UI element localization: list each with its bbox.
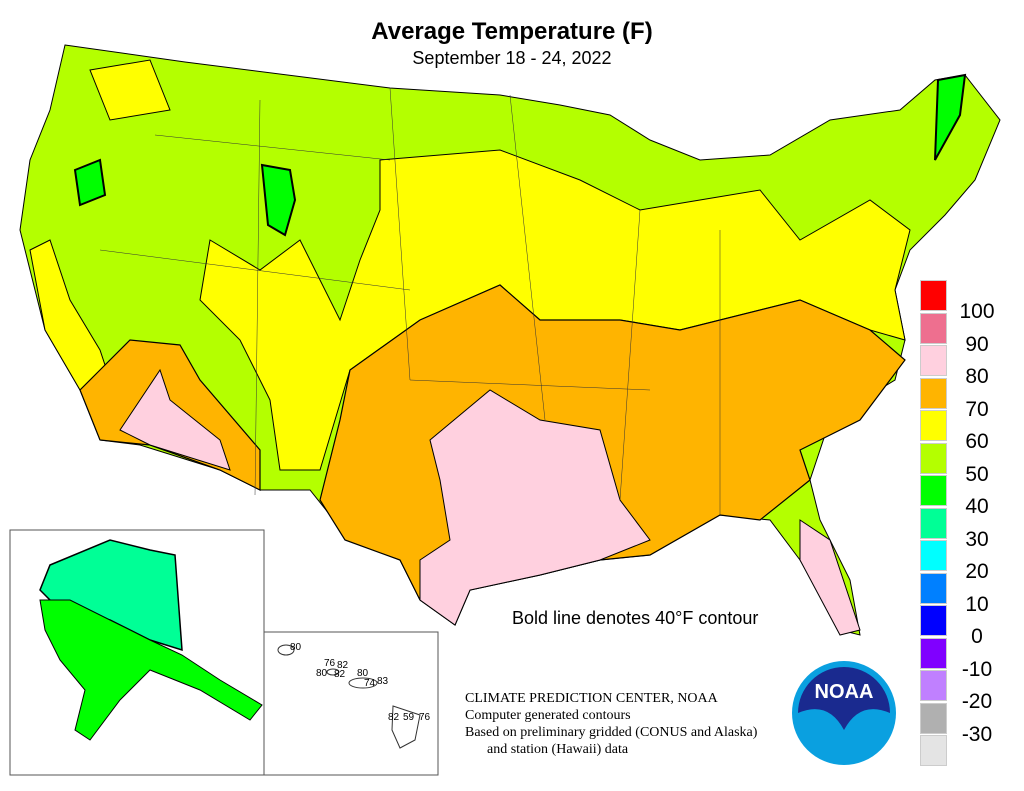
legend-label: 50 — [965, 462, 989, 486]
legend-label: 100 — [959, 300, 995, 323]
legend-swatch — [920, 345, 947, 376]
state-borders — [99, 87, 721, 515]
region-80s-arizona — [119, 368, 231, 471]
legend-swatch — [920, 572, 947, 604]
legend-label: 0 — [971, 625, 983, 648]
noaa-logo-text: NOAA — [815, 681, 874, 703]
legend-label: 30 — [965, 527, 989, 551]
hawaii-value: 82 — [337, 660, 349, 671]
legend-label: 90 — [965, 332, 989, 356]
legend-swatch — [920, 540, 947, 571]
legend-swatch — [920, 670, 947, 701]
legend-swatch — [920, 442, 947, 474]
region-80s-texas — [419, 389, 651, 626]
legend-swatch — [920, 605, 947, 636]
map-subtitle: September 18 - 24, 2022 — [412, 48, 612, 68]
legend-label: 40 — [965, 495, 989, 518]
legend-label: -10 — [961, 657, 993, 681]
hawaii-value: 83 — [377, 676, 389, 687]
legend-label: 60 — [965, 430, 989, 453]
legend-label: -30 — [961, 722, 993, 746]
legend-swatch — [920, 735, 947, 766]
region-60s-northwest — [89, 59, 171, 121]
map-title: Average Temperature (F) — [371, 18, 653, 45]
credits: CLIMATE PREDICTION CENTER, NOAA Computer… — [465, 690, 757, 758]
legend-label: 80 — [965, 365, 989, 388]
hawaii-value: 80 — [290, 642, 302, 653]
region-40s-maine — [934, 73, 967, 161]
alaska-region-40s — [39, 599, 263, 741]
credit-line: Computer generated contours — [465, 708, 631, 723]
legend-swatch — [920, 312, 947, 344]
hawaii-value: 82 — [388, 712, 400, 723]
legend-label: 20 — [965, 560, 989, 583]
legend-label: -20 — [961, 690, 993, 713]
hawaii-islands — [277, 644, 421, 749]
legend-swatch — [920, 377, 947, 409]
hawaii-value: 82 — [334, 669, 346, 680]
hawaii-value: 80 — [316, 668, 328, 679]
credit-line: and station (Hawaii) data — [487, 742, 629, 757]
hawaii-inset-frame — [263, 631, 439, 776]
hawaii-value: 76 — [419, 712, 431, 723]
region-80s-florida — [799, 519, 861, 636]
region-40s-washington — [73, 158, 107, 207]
legend-swatch — [920, 702, 947, 734]
credit-line: CLIMATE PREDICTION CENTER, NOAA — [465, 691, 718, 706]
hawaii-value: 80 — [357, 668, 369, 679]
legend-swatch — [920, 507, 947, 539]
legend-swatch — [920, 280, 947, 311]
legend-label: 70 — [965, 397, 989, 421]
noaa-logo: NOAA — [792, 661, 896, 765]
legend-label: 10 — [965, 592, 989, 616]
legend-swatch — [920, 410, 947, 441]
hawaii-value: 74 — [364, 678, 376, 689]
hawaii-value: 76 — [324, 658, 336, 669]
credit-line: Based on preliminary gridded (CONUS and … — [465, 725, 758, 740]
legend-swatch — [920, 475, 947, 506]
region-40s-wyoming — [260, 163, 297, 237]
legend-swatch — [920, 637, 947, 669]
contour-note: Bold line denotes 40°F contour — [512, 608, 759, 628]
hawaii-value: 59 — [403, 712, 415, 723]
